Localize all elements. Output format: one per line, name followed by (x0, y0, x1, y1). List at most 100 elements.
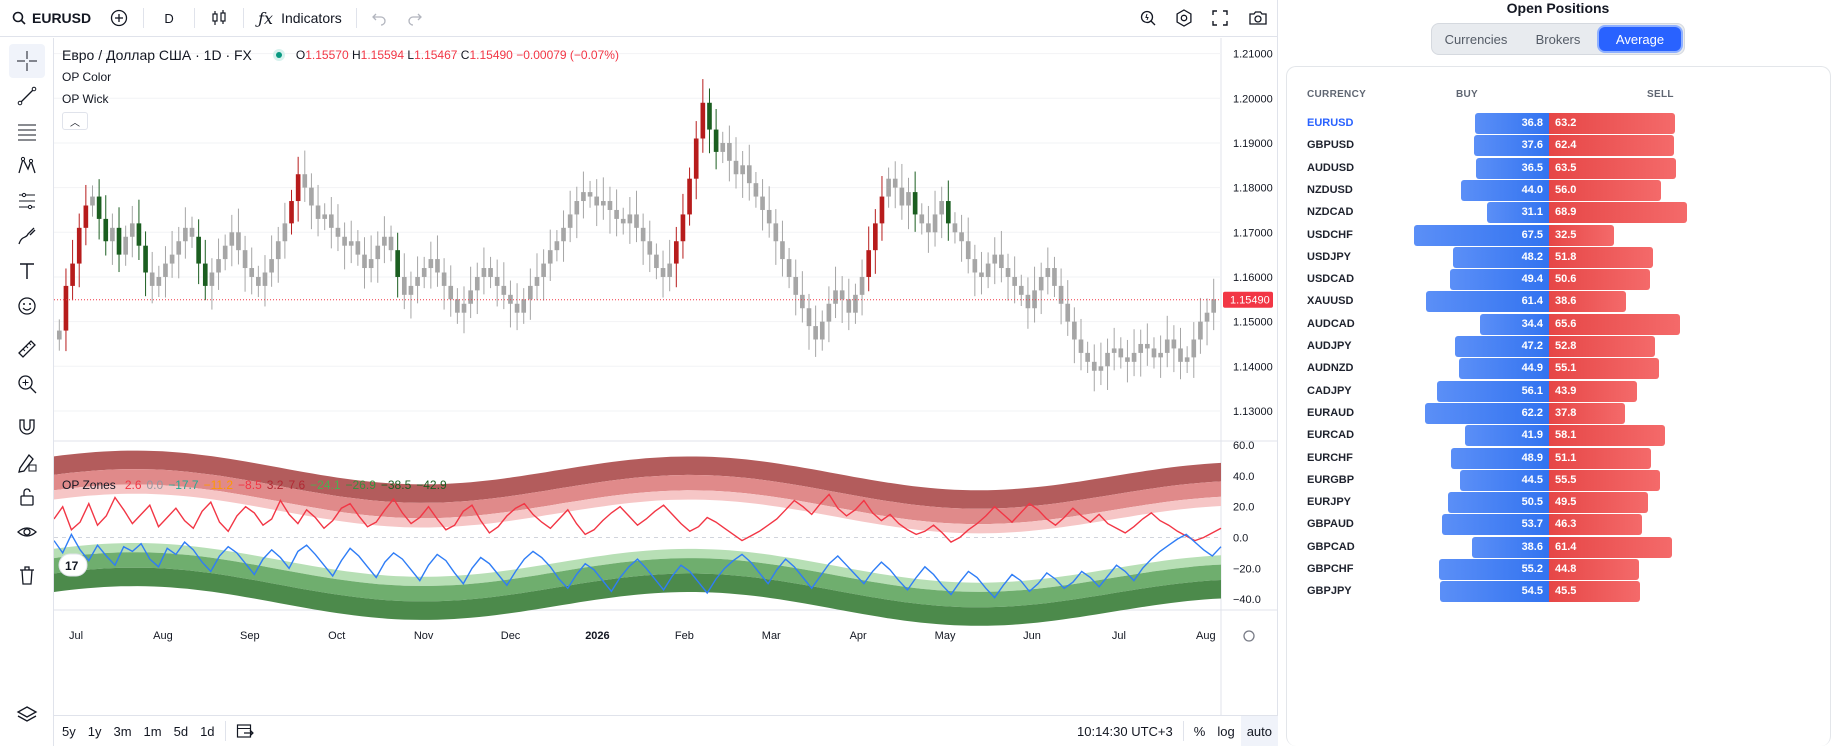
plus-circle-icon (110, 9, 128, 27)
candle-body (965, 241, 971, 260)
candle-body (401, 276, 407, 295)
table-row[interactable]: AUDJPY 47.2 52.8 (1287, 334, 1832, 360)
table-row[interactable]: EURUSD 36.8 63.2 (1287, 111, 1832, 137)
remove-drawings-tool[interactable] (9, 558, 45, 592)
buy-header: BUY (1456, 89, 1479, 100)
emoji-tool[interactable] (9, 289, 45, 323)
toolbar-divider (143, 8, 145, 28)
table-row[interactable]: GBPAUD 53.7 46.3 (1287, 512, 1832, 538)
tradingview-logo-icon (58, 553, 88, 577)
price-tick-label: 1.17000 (1233, 227, 1273, 239)
tab-average[interactable]: Average (1599, 27, 1681, 51)
legend-indicator-op-color[interactable]: OP Color (62, 70, 112, 84)
compare-button[interactable] (99, 0, 139, 37)
table-row[interactable]: EURJPY 50.5 49.5 (1287, 490, 1832, 516)
table-row[interactable]: GBPJPY 54.5 45.5 (1287, 579, 1832, 605)
table-row[interactable]: GBPUSD 37.6 62.4 (1287, 133, 1832, 159)
stay-in-drawing-tool[interactable] (9, 445, 45, 479)
chart-type-button[interactable] (199, 0, 239, 37)
buy-bar: 36.8 (1475, 113, 1549, 134)
pattern-tool[interactable] (9, 149, 45, 183)
table-row[interactable]: EURCAD 41.9 58.1 (1287, 423, 1832, 449)
candle-body (740, 165, 745, 175)
visibility-tool[interactable] (9, 515, 45, 549)
currency-name: EURAUD (1307, 406, 1355, 419)
candle-body (620, 218, 626, 224)
currency-name: GBPCAD (1307, 540, 1355, 553)
legend-collapse-button[interactable]: ︿ (62, 112, 88, 130)
crosshair-tool[interactable] (8, 44, 45, 78)
candle-body (103, 218, 109, 242)
candle-body (289, 201, 294, 224)
candle-body (813, 326, 818, 340)
undo-icon (371, 13, 386, 26)
range-5y-button[interactable]: 5y (62, 723, 76, 739)
symbol-search-button[interactable]: EURUSD (0, 0, 99, 37)
table-row[interactable]: XAUUSD 61.4 38.6 (1287, 289, 1832, 315)
text-tool[interactable] (9, 254, 45, 288)
zoom-in-tool[interactable] (9, 367, 45, 401)
oscillator-tick-label: −40.0 (1233, 594, 1261, 606)
object-tree-button[interactable] (9, 698, 45, 732)
table-row[interactable]: EURCHF 48.9 51.1 (1287, 446, 1832, 472)
log-toggle[interactable]: log (1217, 723, 1235, 739)
legend-indicator-op-wick[interactable]: OP Wick (62, 92, 109, 106)
buy-bar: 44.5 (1460, 469, 1549, 491)
range-1y-button[interactable]: 1y (87, 723, 102, 739)
range-1d-button[interactable]: 1d (200, 723, 215, 739)
range-1m-button[interactable]: 1m (143, 723, 162, 739)
magnet-tool[interactable] (9, 410, 45, 444)
indicators-button[interactable]: ƒx Indicators (248, 0, 352, 37)
table-row[interactable]: CADJPY 56.1 43.9 (1287, 379, 1832, 405)
table-row[interactable]: AUDNZD 44.9 55.1 (1287, 356, 1832, 382)
tab-currencies[interactable]: Currencies (1444, 31, 1508, 47)
sell-bar: 43.9 (1549, 380, 1637, 402)
op-zones-value: −17.7 (168, 478, 199, 492)
table-row[interactable]: EURAUD 62.2 37.8 (1287, 401, 1832, 427)
auto-toggle[interactable]: auto (1240, 715, 1278, 746)
magnet-icon (18, 419, 35, 435)
table-row[interactable]: GBPCAD 38.6 61.4 (1287, 535, 1832, 561)
tab-brokers[interactable]: Brokers (1535, 31, 1581, 47)
brush-tool[interactable] (9, 219, 45, 253)
lock-tool[interactable] (9, 480, 45, 514)
table-row[interactable]: NZDUSD 44.0 56.0 (1287, 178, 1832, 204)
table-row[interactable]: GBPCHF 55.2 44.8 (1287, 557, 1832, 583)
clock-display[interactable]: 10:14:30 UTC+3 (1077, 723, 1173, 739)
table-row[interactable]: AUDUSD 36.5 63.5 (1287, 156, 1832, 182)
candle-body (753, 183, 759, 197)
range-5d-button[interactable]: 5d (173, 723, 189, 739)
table-row[interactable]: USDCHF 67.5 32.5 (1287, 223, 1832, 249)
table-row[interactable]: EURGBP 44.5 55.5 (1287, 468, 1832, 494)
sell-bar: 50.6 (1549, 269, 1651, 291)
quick-search-button[interactable] (1130, 0, 1166, 37)
undo-button[interactable] (361, 0, 397, 37)
candle-body (461, 303, 467, 313)
table-row[interactable]: NZDCAD 31.1 68.9 (1287, 200, 1832, 226)
table-row[interactable]: AUDCAD 34.4 65.6 (1287, 312, 1832, 338)
table-row[interactable]: USDJPY 48.2 51.8 (1287, 245, 1832, 271)
percent-toggle[interactable]: % (1193, 723, 1206, 739)
positions-table: CURRENCY BUY SELL EURUSD 36.8 63.2 GBPUSD 37… (1286, 66, 1831, 746)
fib-tool[interactable] (9, 114, 45, 148)
interval-button[interactable]: D (148, 0, 190, 37)
emoji-icon (17, 297, 36, 315)
prediction-tool[interactable] (9, 184, 45, 218)
ruler-tool[interactable] (9, 332, 45, 366)
currency-name: AUDCAD (1307, 317, 1355, 330)
chart-canvas[interactable]: 1.21000 1.20000 1.19000 1.18000 1.17000 1.160… (54, 38, 1278, 715)
range-3m-button[interactable]: 3m (113, 723, 132, 739)
settings-button[interactable] (1166, 0, 1202, 37)
candle-body (56, 330, 62, 340)
fullscreen-button[interactable] (1202, 0, 1238, 37)
snapshot-button[interactable] (1238, 0, 1278, 37)
trend-line-tool[interactable] (9, 79, 45, 113)
op-zones-title[interactable]: OP Zones (62, 478, 116, 492)
goto-date-button[interactable] (230, 716, 260, 746)
redo-button[interactable] (397, 0, 433, 37)
table-row[interactable]: USDCAD 49.4 50.6 (1287, 267, 1832, 293)
currency-name: EURJPY (1307, 496, 1352, 509)
candle-body (183, 227, 188, 242)
buy-bar: 56.1 (1436, 380, 1549, 402)
candle-body (627, 214, 633, 224)
